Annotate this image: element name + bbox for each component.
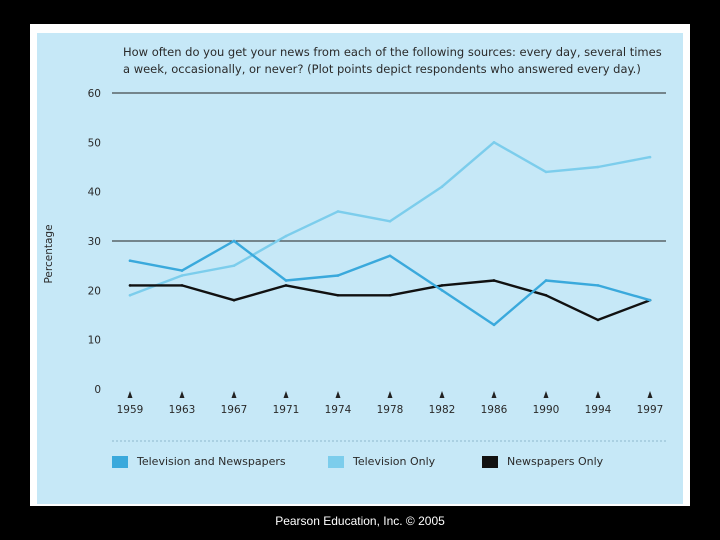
x-tick-label-1994: 1994 <box>585 404 612 416</box>
data-point-television-only-1971 <box>284 234 288 238</box>
y-tick-label-20: 20 <box>88 285 101 297</box>
data-point-television-and-newspapers-1990 <box>544 279 548 282</box>
data-point-television-only-1986 <box>492 141 496 144</box>
x-tick-marker-1986 <box>491 391 497 398</box>
x-tick-marker-1971 <box>283 391 289 398</box>
x-tick-marker-1997 <box>647 391 653 398</box>
x-tick-marker-1974 <box>335 391 341 398</box>
legend-item-newspapers-only: Newspapers Only <box>482 455 603 468</box>
data-point-television-only-1974 <box>336 210 340 213</box>
data-point-television-and-newspapers-1982 <box>440 289 444 292</box>
x-tick-label-1959: 1959 <box>117 404 144 416</box>
data-point-television-and-newspapers-1959 <box>128 259 132 263</box>
x-tick-marker-1959 <box>127 391 133 398</box>
x-tick-label-1967: 1967 <box>221 404 248 416</box>
legend-item-television-only: Television Only <box>328 455 435 468</box>
y-tick-label-60: 60 <box>88 88 101 100</box>
data-point-newspapers-only-1959 <box>128 284 132 287</box>
chart-panel <box>37 33 683 504</box>
x-tick-marker-1994 <box>595 391 601 398</box>
x-tick-label-1997: 1997 <box>637 404 664 416</box>
data-point-television-and-newspapers-1997 <box>648 298 652 302</box>
data-point-newspapers-only-1963 <box>180 284 184 287</box>
data-point-television-and-newspapers-1967 <box>232 239 236 243</box>
data-point-newspapers-only-1990 <box>544 293 548 297</box>
data-point-newspapers-only-1971 <box>284 284 288 287</box>
data-point-television-and-newspapers-1978 <box>388 254 392 258</box>
data-point-television-only-1997 <box>648 155 652 159</box>
data-point-newspapers-only-1986 <box>492 279 496 282</box>
legend-swatch-newspapers-only <box>482 455 498 468</box>
data-point-television-and-newspapers-1994 <box>596 284 600 287</box>
legend: Television and Newspapers Television Only… <box>112 455 672 471</box>
x-tick-label-1982: 1982 <box>429 404 456 416</box>
x-tick-marker-1982 <box>439 391 445 398</box>
data-point-television-and-newspapers-1974 <box>336 274 340 277</box>
x-tick-label-1963: 1963 <box>169 404 196 416</box>
x-tick-marker-1978 <box>387 391 393 398</box>
y-tick-label-0: 0 <box>94 384 101 396</box>
data-point-television-only-1982 <box>440 185 444 189</box>
data-point-television-only-1990 <box>544 170 548 174</box>
data-point-television-only-1963 <box>180 274 184 277</box>
y-tick-label-40: 40 <box>88 187 101 199</box>
data-point-television-and-newspapers-1971 <box>284 279 288 282</box>
x-tick-label-1974: 1974 <box>325 404 352 416</box>
y-tick-label-50: 50 <box>88 137 101 149</box>
legend-label-television-and-newspapers: Television and Newspapers <box>137 455 286 468</box>
series-line-newspapers-only <box>128 279 652 322</box>
data-point-newspapers-only-1967 <box>232 298 236 302</box>
chart-title-line-2: a week, occasionally, or never? (Plot po… <box>123 62 641 76</box>
chart-title-line-1: How often do you get your news from each… <box>123 45 662 59</box>
data-point-television-only-1967 <box>232 264 236 267</box>
data-point-television-only-1994 <box>596 165 600 169</box>
data-point-television-and-newspapers-1963 <box>180 269 184 272</box>
x-tick-label-1986: 1986 <box>481 404 508 416</box>
x-tick-label-1990: 1990 <box>533 404 560 416</box>
series-line-television-only <box>128 141 652 297</box>
series-line-television-and-newspapers <box>128 239 652 327</box>
x-tick-marker-1990 <box>543 391 549 398</box>
data-point-newspapers-only-1994 <box>596 318 600 322</box>
data-point-television-and-newspapers-1986 <box>492 323 496 327</box>
legend-label-television-only: Television Only <box>353 455 436 468</box>
legend-label-newspapers-only: Newspapers Only <box>507 455 604 468</box>
x-tick-marker-1967 <box>231 391 237 398</box>
legend-item-television-and-newspapers: Television and Newspapers <box>112 455 286 468</box>
footer-copyright: Pearson Education, Inc. © 2005 <box>275 514 445 528</box>
data-point-newspapers-only-1974 <box>336 293 340 297</box>
data-point-television-only-1959 <box>128 293 132 297</box>
y-tick-label-10: 10 <box>88 335 101 347</box>
x-tick-marker-1963 <box>179 391 185 398</box>
data-point-television-only-1978 <box>388 219 392 223</box>
data-point-newspapers-only-1978 <box>388 293 392 297</box>
y-tick-label-30: 30 <box>88 236 101 248</box>
data-point-newspapers-only-1982 <box>440 284 444 287</box>
legend-swatch-television-and-newspapers <box>112 455 128 468</box>
x-tick-label-1978: 1978 <box>377 404 404 416</box>
chart-title: How often do you get your news from each… <box>123 44 683 78</box>
legend-swatch-television-only <box>328 455 344 468</box>
x-tick-label-1971: 1971 <box>273 404 300 416</box>
